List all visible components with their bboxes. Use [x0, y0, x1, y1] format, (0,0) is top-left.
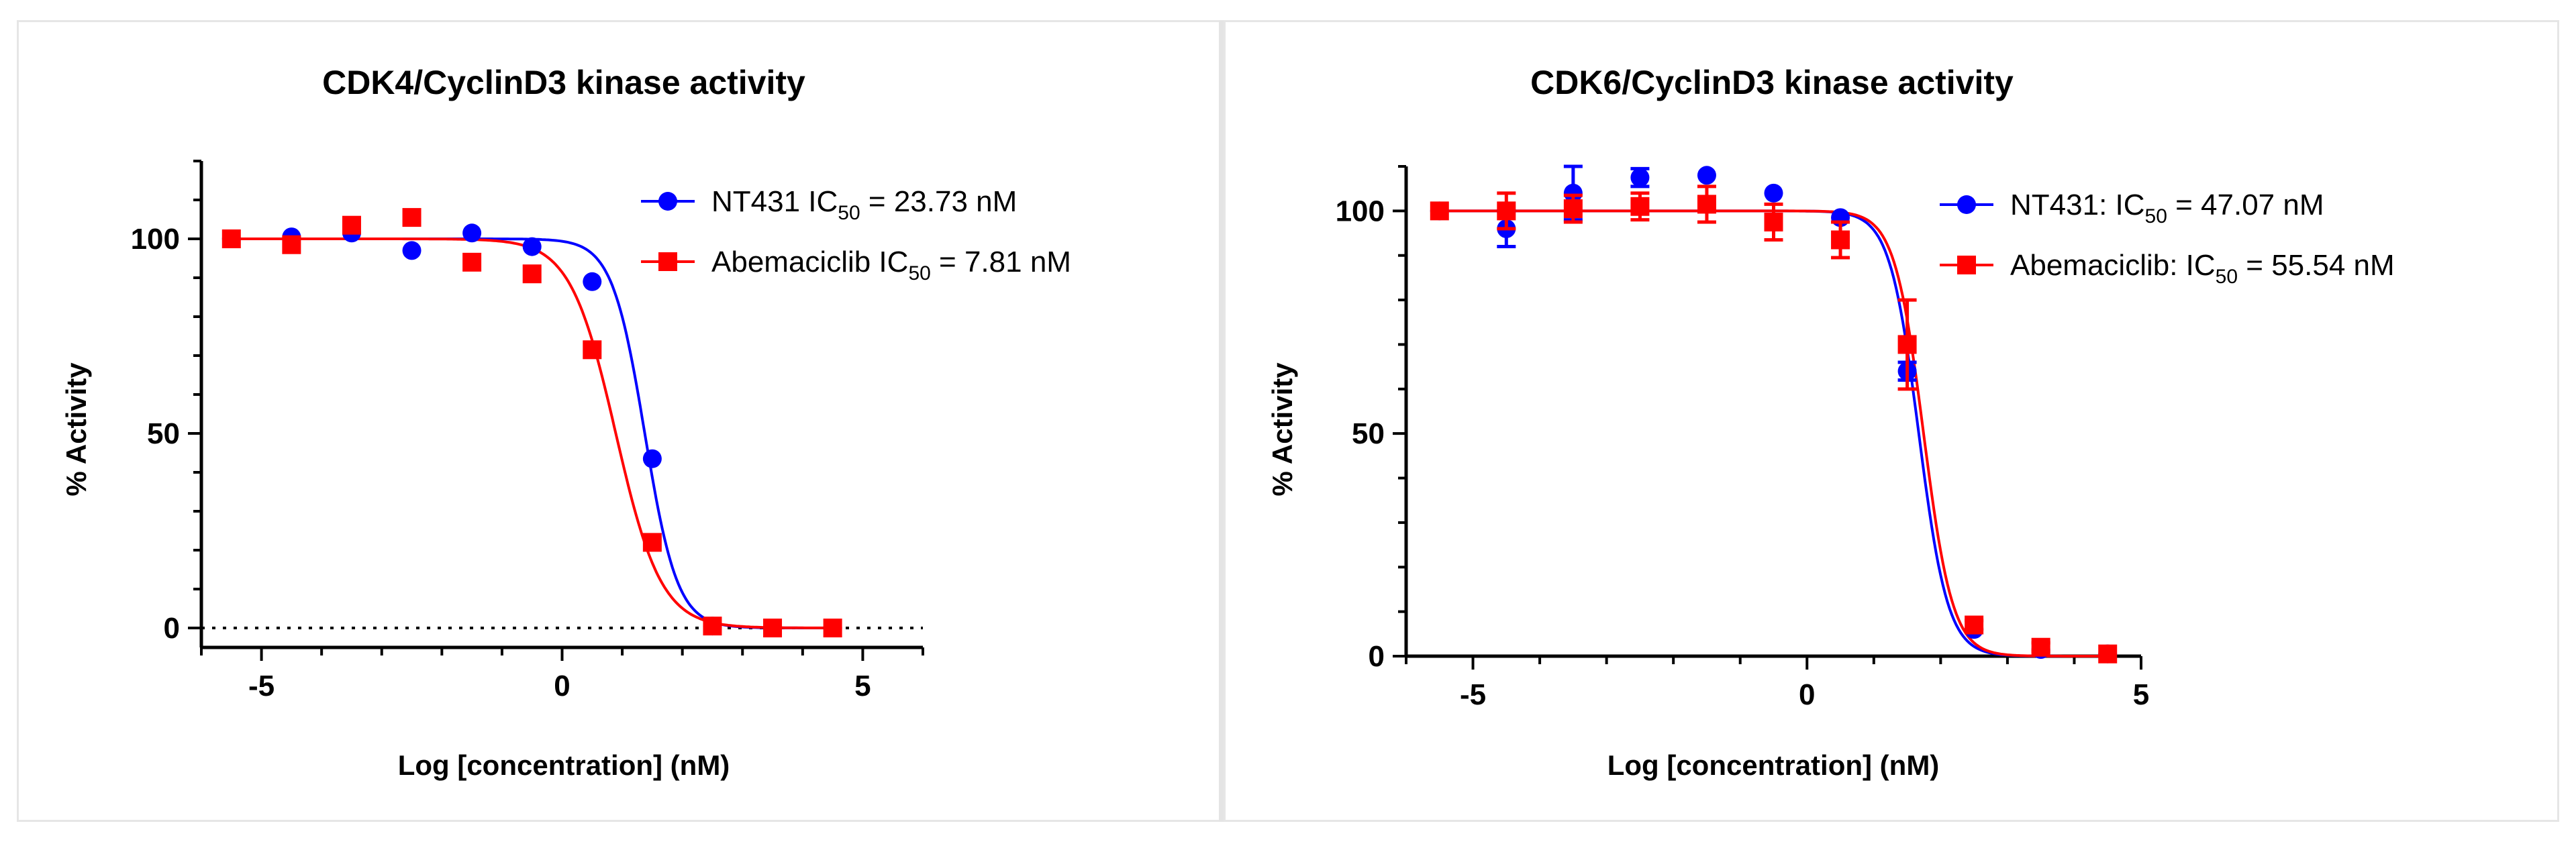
chart1-data-point-nt431	[462, 223, 482, 243]
chart1-data-point-abemaciclib	[642, 533, 662, 552]
chart2-x-axis-label: Log [concentration] (nM)	[1607, 749, 1940, 781]
chart2-data-point-nt431	[1764, 183, 1783, 203]
chart1-y-tick-label: 100	[131, 223, 180, 256]
chart1-fit-curve-abemaciclib	[231, 238, 833, 629]
chart2-legend-label-abemaciclib: Abemaciclib: IC50 = 55.54 nM	[2010, 249, 2395, 288]
chart1-data-point-abemaciclib	[462, 252, 482, 272]
chart1-legend-label-nt431: NT431 IC50 = 23.73 nM	[711, 185, 1017, 224]
chart2-data-point-abemaciclib	[2031, 637, 2050, 657]
chart2-y-axis-label: % Activity	[1267, 362, 1298, 496]
chart1-data-point-abemaciclib	[342, 215, 361, 235]
chart1-data-point-abemaciclib	[763, 619, 783, 637]
chart2-data-point-abemaciclib	[2098, 644, 2118, 664]
chart2-data-point-nt431	[1630, 168, 1650, 187]
chart2-fit-curve-abemaciclib	[1439, 209, 2108, 657]
chart1-fit-curve-nt431	[231, 238, 833, 629]
chart1-x-tick-label: -5	[248, 670, 275, 702]
chart1-legend-label-abemaciclib: Abemaciclib IC50 = 7.81 nM	[711, 246, 1071, 284]
chart2-x-tick-label: 5	[2133, 678, 2149, 711]
chart1-title: CDK4/CyclinD3 kinase activity	[322, 64, 805, 101]
chart-panel-cdk6	[1224, 20, 2559, 822]
chart2-data-point-abemaciclib	[1965, 615, 1984, 635]
chart2-legend-label-nt431: NT431: IC50 = 47.07 nM	[2010, 189, 2324, 227]
chart1-data-point-nt431	[583, 272, 602, 291]
chart1-data-point-abemaciclib	[703, 617, 722, 636]
chart1-legend-marker-nt431	[658, 192, 677, 211]
chart2-x-tick-label: -5	[1460, 678, 1486, 711]
chart1-data-point-nt431	[522, 237, 542, 256]
chart2-data-point-abemaciclib	[1630, 197, 1650, 216]
chart2-data-point-abemaciclib	[1563, 199, 1583, 219]
chart2-title: CDK6/CyclinD3 kinase activity	[1530, 64, 2014, 101]
chart1-x-axis-label: Log [concentration] (nM)	[398, 749, 730, 781]
chart2-data-point-abemaciclib	[1764, 212, 1783, 231]
chart2-data-point-nt431	[1697, 166, 1716, 185]
chart1-data-point-nt431	[402, 241, 422, 260]
panel-divider	[1219, 20, 1224, 822]
chart2-data-point-abemaciclib	[1497, 201, 1516, 221]
chart2-legend-marker-nt431	[1957, 195, 1976, 214]
chart1-data-point-abemaciclib	[583, 340, 602, 360]
chart2-fit-curve-nt431	[1439, 209, 2108, 657]
chart1-data-point-abemaciclib	[282, 235, 301, 254]
chart2-y-tick-label: 100	[1336, 195, 1385, 227]
chart2-data-point-abemaciclib	[1897, 335, 1917, 354]
chart1-data-point-abemaciclib	[522, 264, 542, 284]
chart1-data-point-nt431	[642, 449, 662, 468]
chart2-data-point-nt431	[1563, 183, 1583, 203]
chart2-legend-marker-abemaciclib	[1957, 256, 1976, 274]
chart1-legend-marker-abemaciclib	[658, 252, 677, 271]
chart2-y-tick-label: 0	[1369, 640, 1385, 673]
chart1-data-point-abemaciclib	[402, 208, 422, 227]
chart1-x-tick-label: 5	[854, 670, 871, 702]
chart2-data-point-abemaciclib	[1430, 201, 1449, 221]
chart2-x-tick-label: 0	[1799, 678, 1815, 711]
chart1-y-tick-label: 50	[147, 417, 180, 450]
chart1-data-point-abemaciclib	[823, 619, 842, 637]
chart1-data-point-abemaciclib	[221, 229, 241, 248]
chart1-y-axis-label: % Activity	[60, 362, 92, 496]
chart2-data-point-abemaciclib	[1697, 195, 1716, 214]
chart1-x-tick-label: 0	[554, 670, 570, 702]
chart-panel-cdk4	[17, 20, 1222, 822]
chart1-y-tick-label: 0	[164, 612, 180, 645]
chart2-data-point-abemaciclib	[1831, 230, 1850, 250]
chart2-y-tick-label: 50	[1352, 417, 1385, 450]
